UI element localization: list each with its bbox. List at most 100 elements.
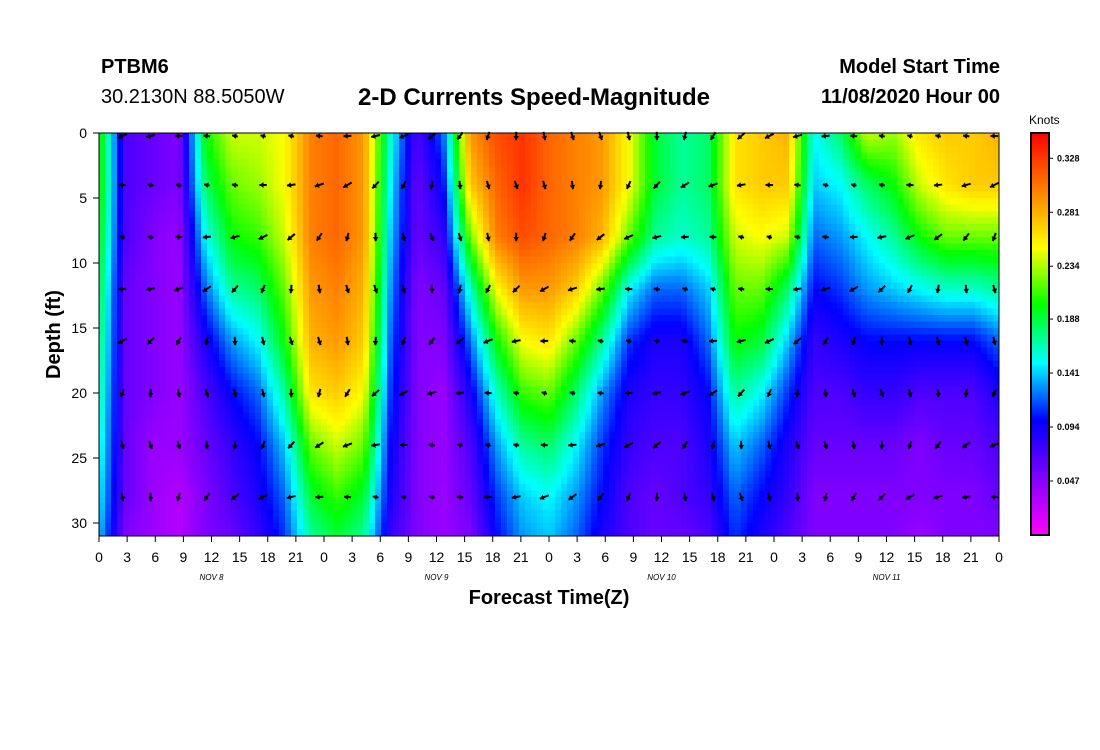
heatmap-cell xyxy=(267,386,274,394)
heatmap-cell xyxy=(525,432,532,439)
heatmap-cell xyxy=(507,230,514,238)
heatmap-cell xyxy=(417,386,424,394)
heatmap-cell xyxy=(231,321,238,329)
heatmap-cell xyxy=(231,224,238,231)
heatmap-cell xyxy=(369,406,376,413)
heatmap-cell xyxy=(255,393,262,400)
heatmap-cell xyxy=(483,230,490,238)
heatmap-cell xyxy=(207,133,214,140)
heatmap-cell xyxy=(297,172,304,179)
heatmap-cell xyxy=(249,360,256,368)
heatmap-cell xyxy=(423,497,430,504)
heatmap-cell xyxy=(525,399,532,407)
heatmap-cell xyxy=(279,289,286,296)
heatmap-cell xyxy=(459,237,466,244)
heatmap-cell xyxy=(375,276,382,283)
heatmap-cell xyxy=(195,269,202,277)
heatmap-cell xyxy=(117,165,124,173)
heatmap-cell xyxy=(321,380,328,387)
heatmap-cell xyxy=(387,484,394,491)
heatmap-cell xyxy=(417,334,424,342)
heatmap-cell xyxy=(183,178,190,186)
heatmap-cell xyxy=(501,432,508,439)
heatmap-cell xyxy=(153,432,160,439)
heatmap-cell xyxy=(297,347,304,355)
heatmap-cell xyxy=(201,354,208,361)
heatmap-cell xyxy=(117,516,124,524)
heatmap-cell xyxy=(213,230,220,238)
heatmap-cell xyxy=(141,217,148,225)
heatmap-cell xyxy=(291,159,298,166)
heatmap-cell xyxy=(243,477,250,485)
heatmap-cell xyxy=(369,256,376,264)
heatmap-cell xyxy=(453,159,460,166)
heatmap-cell xyxy=(393,269,400,277)
heatmap-cell xyxy=(225,308,232,316)
heatmap-cell xyxy=(501,263,508,270)
heatmap-cell xyxy=(117,367,124,374)
heatmap-cell xyxy=(141,237,148,244)
heatmap-cell xyxy=(429,386,436,394)
heatmap-cell xyxy=(303,523,310,530)
heatmap-cell xyxy=(309,172,316,179)
heatmap-cell xyxy=(309,503,316,511)
heatmap-cell xyxy=(327,347,334,355)
heatmap-cell xyxy=(573,386,580,394)
heatmap-cell xyxy=(195,139,202,147)
heatmap-cell xyxy=(369,497,376,504)
heatmap-cell xyxy=(561,243,568,251)
heatmap-cell xyxy=(501,484,508,491)
heatmap-cell xyxy=(207,341,214,348)
heatmap-cell xyxy=(273,425,280,433)
heatmap-cell xyxy=(321,334,328,342)
heatmap-cell xyxy=(561,347,568,355)
heatmap-cell xyxy=(501,458,508,465)
heatmap-cell xyxy=(279,250,286,257)
heatmap-cell xyxy=(267,360,274,368)
heatmap-cell xyxy=(201,302,208,309)
heatmap-cell xyxy=(117,302,124,309)
heatmap-cell xyxy=(453,321,460,329)
heatmap-cell xyxy=(405,393,412,400)
heatmap-cell xyxy=(573,412,580,420)
heatmap-cell xyxy=(219,503,226,511)
heatmap-cell xyxy=(249,211,256,218)
heatmap-cell xyxy=(531,373,538,381)
heatmap-cell xyxy=(177,347,184,355)
heatmap-cell xyxy=(507,289,514,296)
heatmap-cell xyxy=(111,237,118,244)
heatmap-cell xyxy=(369,178,376,186)
heatmap-cell xyxy=(537,256,544,264)
heatmap-cell xyxy=(249,230,256,238)
heatmap-cell xyxy=(189,406,196,413)
heatmap-cell xyxy=(357,484,364,491)
heatmap-cell xyxy=(399,510,406,517)
heatmap-cell xyxy=(249,503,256,511)
heatmap-cell xyxy=(219,152,226,160)
heatmap-cell xyxy=(339,419,346,426)
heatmap-cell xyxy=(381,432,388,439)
heatmap-cell xyxy=(459,458,466,465)
heatmap-cell xyxy=(387,217,394,225)
heatmap-cell xyxy=(453,302,460,309)
heatmap-cell xyxy=(417,438,424,446)
heatmap-cell xyxy=(495,243,502,251)
heatmap-cell xyxy=(285,198,292,205)
heatmap-cell xyxy=(213,204,220,212)
heatmap-cell xyxy=(489,354,496,361)
heatmap-cell xyxy=(165,308,172,316)
heatmap-cell xyxy=(519,490,526,498)
heatmap-cell xyxy=(339,185,346,192)
heatmap-cell xyxy=(339,373,346,381)
heatmap-cell xyxy=(153,204,160,212)
heatmap-cell xyxy=(243,178,250,186)
heatmap-cell xyxy=(207,497,214,504)
heatmap-cell xyxy=(495,458,502,465)
heatmap-cell xyxy=(171,152,178,160)
heatmap-cell xyxy=(459,360,466,368)
heatmap-cell xyxy=(159,484,166,491)
heatmap-cell xyxy=(273,178,280,186)
heatmap-cell xyxy=(171,159,178,166)
heatmap-cell xyxy=(303,165,310,173)
heatmap-cell xyxy=(105,490,112,498)
